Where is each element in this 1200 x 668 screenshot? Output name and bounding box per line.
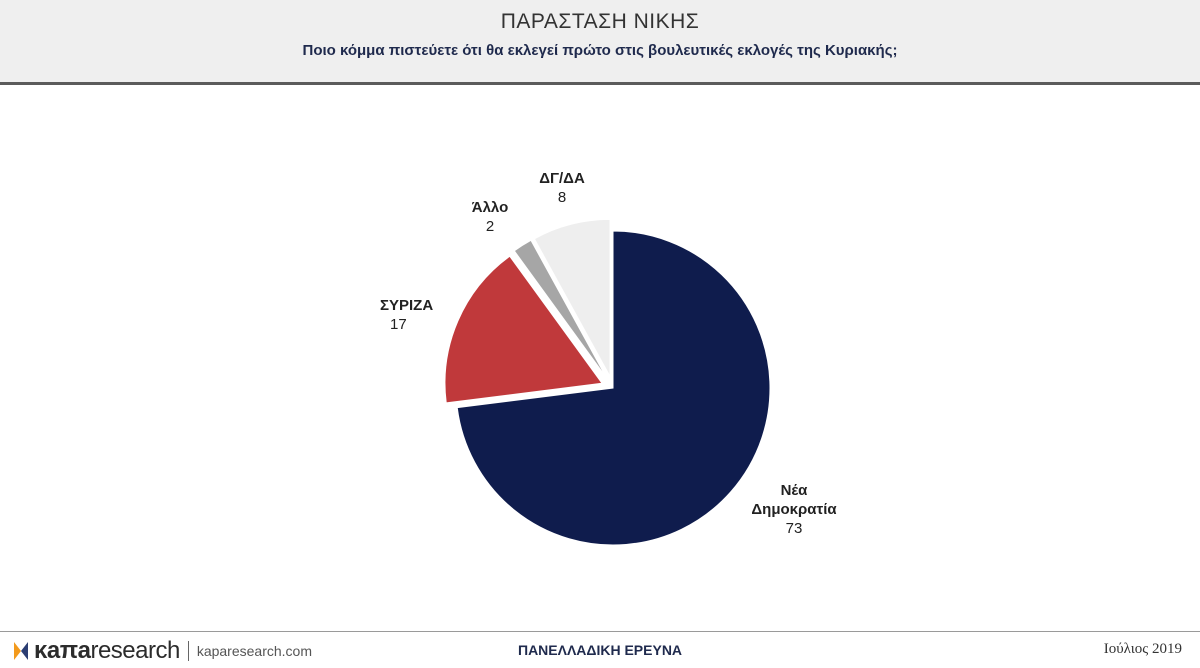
page-subtitle: Ποιο κόμμα πιστεύετε ότι θα εκλεγεί πρώτ…	[302, 42, 898, 59]
footer-url: kaparesearch.com	[196, 643, 312, 659]
slice-label-3: Άλλο 2	[472, 199, 509, 235]
footer-date: Ιούλιος 2019	[1103, 641, 1182, 657]
slice-label-1: Νέα Δημοκρατία 73	[751, 482, 837, 537]
slice-value-1: 73	[786, 520, 803, 537]
pie-slice-4	[533, 218, 611, 377]
slice-value-4: 8	[558, 189, 566, 206]
logo-separator	[187, 641, 189, 661]
logo-text: κaπaresearch	[34, 637, 180, 665]
kapa-research-logo: κaπaresearch kaparesearch.com	[10, 637, 312, 665]
kapa-logo-icon	[14, 642, 28, 660]
header-bar: ΠΑΡΑΣΤΑΣΗ ΝΙΚΗΣ Ποιο κόμμα πιστεύετε ότι…	[0, 0, 1200, 85]
page-title: ΠΑΡΑΣΤΑΣΗ ΝΙΚΗΣ	[500, 10, 700, 33]
pie-chart: Νέα Δημοκρατία 73 ΣΥΡΙΖΑ 17 Άλλο 2 ΔΓ/ΔΑ 8	[380, 170, 837, 546]
pie-slice-2	[444, 255, 603, 404]
logo-text-suffix: research	[90, 637, 180, 664]
pie-slice-1	[456, 230, 771, 546]
pie-slice-3	[513, 239, 608, 379]
slice-value-2: 17	[390, 316, 407, 333]
footer-bar: κaπaresearch kaparesearch.com ΠΑΝΕΛΛΑΔΙΚ…	[0, 631, 1200, 668]
logo-text-brand: κaπa	[34, 637, 91, 664]
slice-label-4: ΔΓ/ΔΑ 8	[539, 170, 585, 206]
footer-survey-label: ΠΑΝΕΛΛΑΔΙΚΗ ΕΡΕΥΝΑ	[517, 642, 683, 658]
slice-value-3: 2	[486, 218, 494, 235]
slice-label-2: ΣΥΡΙΖΑ 17	[380, 297, 433, 333]
